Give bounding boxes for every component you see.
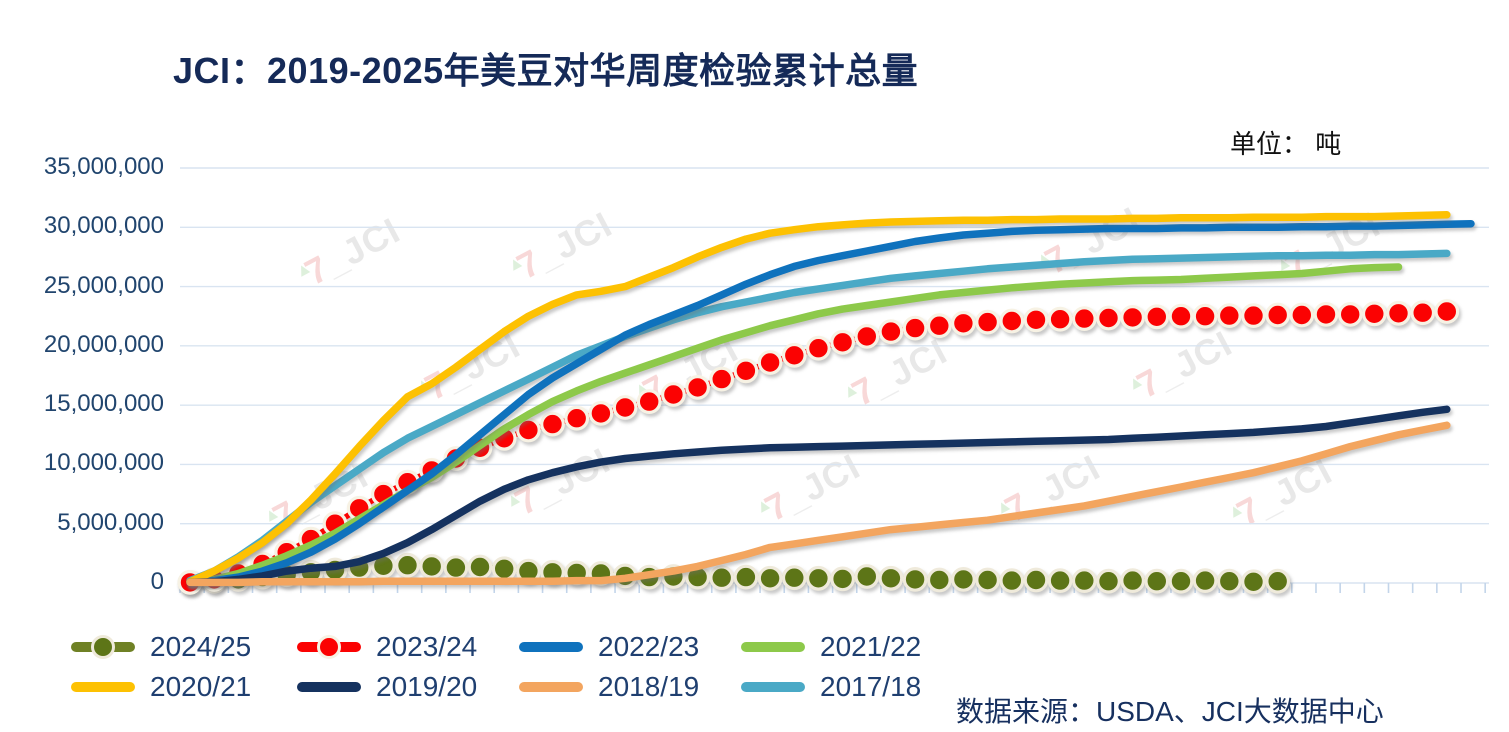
legend-item-2021-22: 2021/22 — [740, 631, 962, 663]
legend-swatch — [519, 682, 583, 692]
legend-item-2022-23: 2022/23 — [518, 631, 740, 663]
y-axis-label: 10,000,000 — [43, 449, 164, 477]
chart-legend: 2024/25 2023/24 2022/23 2021/22 2020/21 2019/… — [70, 627, 962, 707]
legend-item-2020-21: 2020/21 — [70, 671, 296, 703]
jci-watermark: ▴7_JCI — [1034, 198, 1147, 282]
unit-label: 单位： 吨 — [1230, 129, 1342, 159]
legend-label: 2018/19 — [598, 671, 700, 702]
y-axis-label: 5,000,000 — [57, 508, 164, 536]
legend-label: 2022/23 — [598, 631, 700, 662]
legend-label: 2020/21 — [150, 671, 252, 702]
jci-watermark: ▴7_JCI — [841, 330, 954, 414]
jci-watermark: ▴7_JCI — [994, 446, 1107, 530]
legend-label: 2017/18 — [820, 671, 922, 702]
legend-swatch — [297, 635, 361, 659]
legend-item-2019-20: 2019/20 — [296, 671, 518, 703]
y-axis-label: 0 — [150, 568, 164, 595]
jci-watermark: ▴7_JCI — [754, 445, 867, 529]
legend-label: 2024/25 — [150, 631, 252, 662]
jci-watermark: ▴7_JCI — [506, 203, 619, 287]
legend-item-2018-19: 2018/19 — [518, 671, 740, 703]
jci-watermark: ▴7_JCI — [1274, 203, 1387, 287]
jci-watermark: ▴7_JCI — [294, 209, 407, 293]
legend-swatch — [71, 682, 135, 692]
y-axis-label: 35,000,000 — [43, 153, 164, 180]
legend-label: 2023/24 — [376, 631, 478, 662]
legend-item-2023-24: 2023/24 — [296, 631, 518, 663]
legend-label: 2019/20 — [376, 671, 478, 702]
jci-watermark: ▴7_JCI — [632, 328, 745, 412]
legend-swatch — [519, 642, 583, 652]
jci-watermark: ▴7_JCI — [414, 324, 527, 408]
y-axis-label: 30,000,000 — [43, 212, 164, 240]
jci-watermark: ▴7_JCI — [1226, 450, 1339, 534]
legend-item-2017-18: 2017/18 — [740, 671, 962, 703]
jci-watermark: ▴7_JCI — [1126, 322, 1239, 406]
source-label: 数据来源：USDA、JCI大数据中心 — [956, 696, 1384, 727]
legend-swatch — [741, 642, 805, 652]
jci-watermark: ▴7_JCI — [262, 454, 375, 538]
y-axis-label: 15,000,000 — [43, 390, 164, 418]
y-axis-label: 25,000,000 — [43, 271, 164, 299]
jci-watermark: ▴7_JCI — [504, 439, 617, 523]
legend-item-2024-25: 2024/25 — [70, 631, 296, 663]
chart-title: JCI：2019-2025年美豆对华周度检验累计总量 — [173, 50, 919, 91]
legend-swatch — [71, 635, 135, 659]
legend-swatch — [741, 682, 805, 692]
y-axis-label: 20,000,000 — [43, 330, 164, 358]
legend-swatch — [297, 682, 361, 692]
legend-label: 2021/22 — [820, 631, 922, 662]
